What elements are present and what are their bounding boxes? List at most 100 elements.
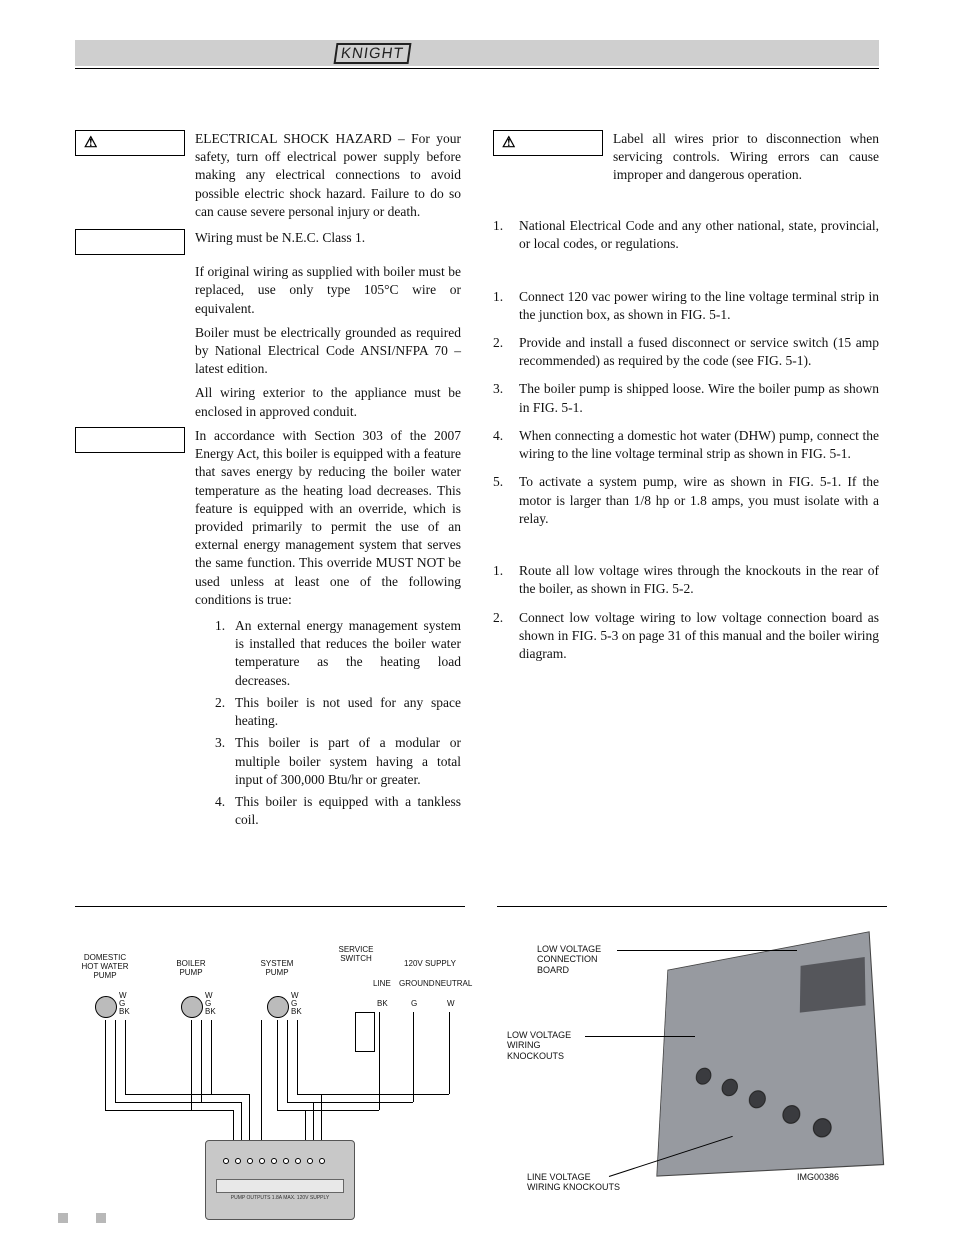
- fig52-caption: Figure 5-2: [497, 914, 887, 929]
- low-num-2: 2.: [493, 609, 519, 664]
- fig51-terminal-strip: [216, 1179, 344, 1193]
- fig51-wire: [105, 1020, 106, 1110]
- fig51-bk4: BK: [377, 1000, 388, 1009]
- fig51-terminal: [295, 1158, 301, 1164]
- cond-num-4: 4.: [215, 793, 235, 829]
- fig51-wire: [125, 1020, 126, 1094]
- fig51-line: LINE: [373, 980, 391, 989]
- fig51-wire: [125, 1094, 249, 1095]
- danger-text: ELECTRICAL SHOCK HAZARD – For your safet…: [195, 130, 461, 221]
- subhead-lowv: Low voltage connections: [493, 538, 879, 556]
- fig51-wire: [379, 1012, 380, 1110]
- comply-num-1: 1.: [493, 217, 519, 253]
- fig51-g4: G: [411, 1000, 417, 1009]
- cond-num-2: 2.: [215, 694, 235, 730]
- danger-label: DANGER: [104, 134, 165, 153]
- lv-4: When connecting a domestic hot water (DH…: [519, 427, 879, 463]
- caution-callout: ⚠ CAUTION Label all wires prior to disco…: [493, 130, 879, 185]
- fig52-knockout: [813, 1117, 832, 1138]
- right-column: ⚠ CAUTION Label all wires prior to disco…: [493, 130, 879, 833]
- fig52-lv-ko-label: LOW VOLTAGEWIRINGKNOCKOUTS: [507, 1030, 571, 1061]
- cond-4: This boiler is equipped with a tankless …: [235, 793, 461, 829]
- fig51-wire: [211, 1020, 212, 1094]
- cond-1: An external energy management system is …: [235, 617, 461, 690]
- low-2: Connect low voltage wiring to low voltag…: [519, 609, 879, 664]
- cond-2: This boiler is not used for any space he…: [235, 694, 461, 730]
- lv-num-1: 1.: [493, 288, 519, 324]
- fig52-knockout: [749, 1089, 766, 1109]
- fig51-dhw-label: DOMESTICHOT WATERPUMP: [75, 954, 135, 980]
- fig51-terminal: [235, 1158, 241, 1164]
- low-1: Route all low voltage wires through the …: [519, 562, 879, 598]
- low-num-1: 1.: [493, 562, 519, 598]
- warning-icon: ⚠: [502, 133, 515, 153]
- danger-callout: ⚠ DANGER ELECTRICAL SHOCK HAZARD – For y…: [75, 130, 461, 221]
- comply-1: National Electrical Code and any other n…: [519, 217, 879, 253]
- footer-square-icon: [58, 1213, 68, 1223]
- fig51-boiler-label: BOILERPUMP: [169, 960, 213, 978]
- fig51-terminal: [307, 1158, 313, 1164]
- important-text-1: Wiring must be N.E.C. Class 1.: [195, 229, 365, 255]
- important-label: IMPORTANT: [86, 234, 156, 250]
- cond-3: This boiler is part of a modular or mult…: [235, 734, 461, 789]
- section-title: 5 Field wiring: [75, 88, 230, 118]
- fig52-knockout: [721, 1078, 738, 1097]
- fig52-lv-board-label: LOW VOLTAGECONNECTIONBOARD: [537, 944, 601, 975]
- caution-box: ⚠ CAUTION: [493, 130, 603, 156]
- lowv-list: 1.Route all low voltage wires through th…: [493, 562, 879, 663]
- fig51-ground: GROUND: [399, 980, 435, 989]
- fig51-terminal: [319, 1158, 325, 1164]
- fig51-terminal: [283, 1158, 289, 1164]
- fig51-wire: [287, 1020, 288, 1102]
- fig51-wire: [115, 1020, 116, 1102]
- page-number: 30: [76, 1210, 88, 1225]
- fig52-line-ko-label: LINE VOLTAGEWIRING KNOCKOUTS: [527, 1172, 620, 1193]
- subhead-comply: Installation must comply with:: [493, 193, 879, 211]
- fig51-wire: [449, 1012, 450, 1094]
- fig52-img-id: IMG00386: [797, 1172, 839, 1182]
- fig51-wire: [297, 1094, 449, 1095]
- fig51-neutral: NEUTRAL: [435, 980, 472, 989]
- fig51-bk3: BK: [291, 1008, 302, 1017]
- notice-conditions: 1.An external energy management system i…: [215, 617, 461, 829]
- caution-text: Label all wires prior to disconnection w…: [613, 130, 879, 185]
- fig52-leader: [585, 1036, 695, 1037]
- comply-list: 1.National Electrical Code and any other…: [493, 217, 879, 253]
- footer-square-icon: [96, 1213, 106, 1223]
- fig51-terminal: [247, 1158, 253, 1164]
- header-bar: KNIGHT: [75, 40, 879, 66]
- lv-num-3: 3.: [493, 380, 519, 416]
- fig51-wire: [277, 1020, 278, 1110]
- fig51-w4: W: [447, 1000, 455, 1009]
- fig51-caption: Figure 5-1: [75, 914, 465, 929]
- important-text-2: If original wiring as supplied with boil…: [195, 263, 461, 318]
- fig52-leader: [617, 950, 797, 951]
- cond-num-1: 1.: [215, 617, 235, 690]
- fig51-terminal: [271, 1158, 277, 1164]
- warning-icon: ⚠: [84, 133, 97, 153]
- fig51-wire: [201, 1020, 202, 1102]
- important-text-3: Boiler must be electrically grounded as …: [195, 324, 461, 379]
- fig51-boiler-pump-icon: [181, 996, 203, 1018]
- fig51-wire: [261, 1020, 262, 1150]
- fig51-bk2: BK: [205, 1008, 216, 1017]
- fig51-wire: [105, 1110, 233, 1111]
- lv-num-2: 2.: [493, 334, 519, 370]
- fig51-system-label: SYSTEMPUMP: [255, 960, 299, 978]
- figure-5-2: LOW VOLTAGECONNECTIONBOARD LOW VOLTAGEWI…: [497, 940, 887, 1230]
- notice-box: NOTICE: [75, 427, 185, 453]
- fig51-service-label: SERVICESWITCH: [331, 946, 381, 964]
- rule-right: [497, 906, 887, 907]
- fig51-wire: [413, 1012, 414, 1102]
- fig51-terminal: [259, 1158, 265, 1164]
- lv-5: To activate a system pump, wire as shown…: [519, 473, 879, 528]
- fig52-knockout: [782, 1104, 800, 1124]
- lv-2: Provide and install a fused disconnect o…: [519, 334, 879, 370]
- fig51-wire: [115, 1102, 241, 1103]
- notice-text: In accordance with Section 303 of the 20…: [195, 427, 461, 609]
- lv-num-4: 4.: [493, 427, 519, 463]
- notice-label: NOTICE: [86, 430, 139, 449]
- header-rule: [75, 68, 879, 69]
- figure-5-1: DOMESTICHOT WATERPUMP BOILERPUMP SYSTEMP…: [75, 940, 465, 1230]
- linev-list: 1.Connect 120 vac power wiring to the li…: [493, 288, 879, 528]
